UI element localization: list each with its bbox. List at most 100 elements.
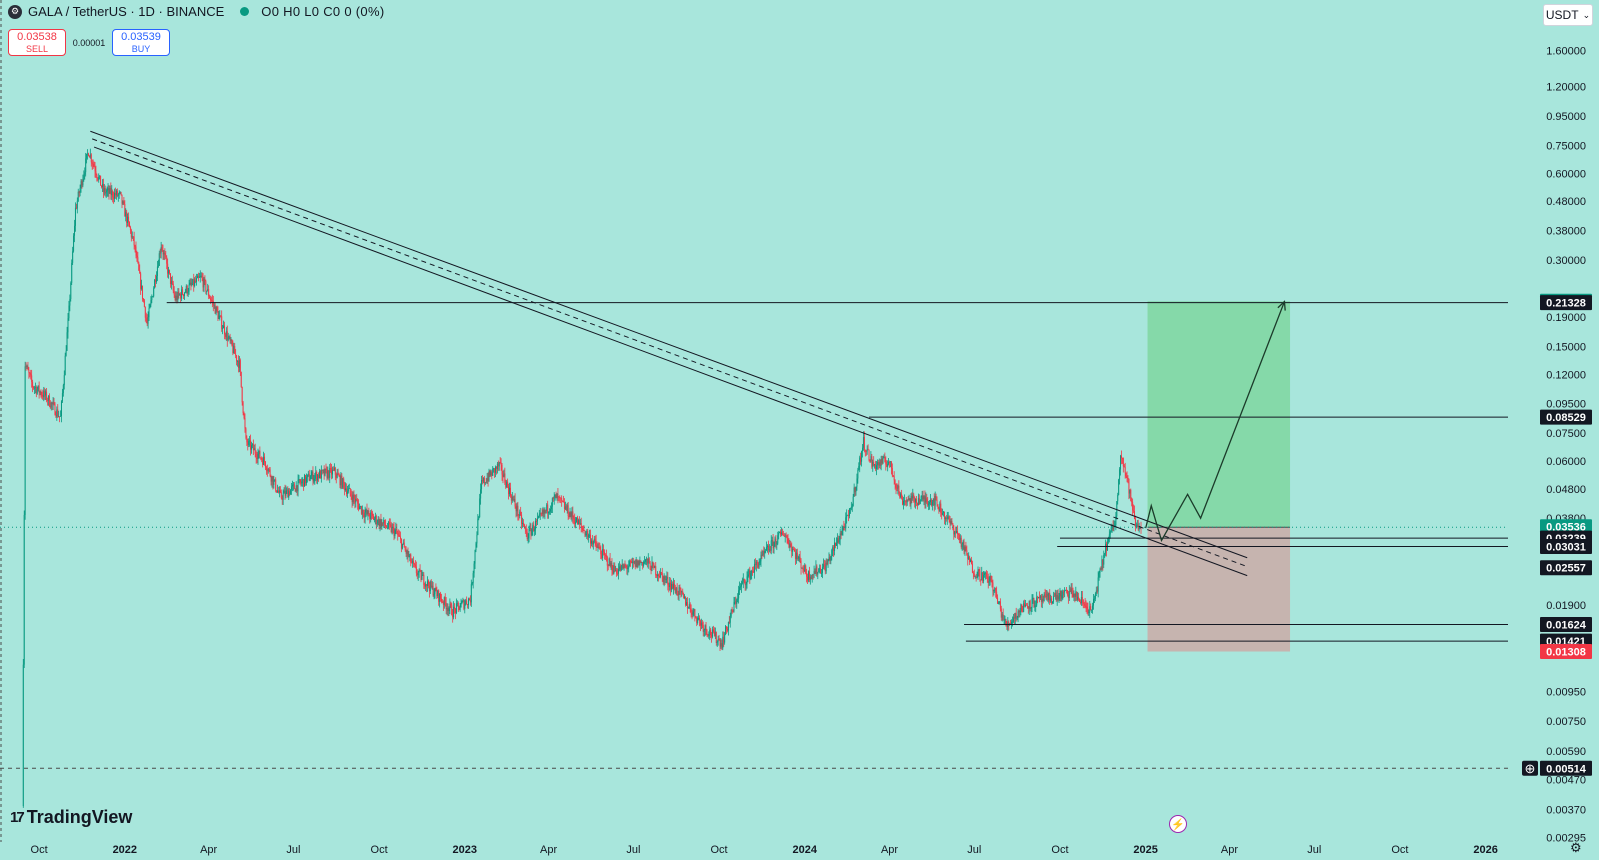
- candle-body: [678, 587, 680, 596]
- plus-icon-bg[interactable]: [1522, 760, 1538, 776]
- candle-body: [217, 310, 219, 320]
- candle-body: [769, 549, 771, 551]
- candle-body: [892, 475, 894, 477]
- candle-body: [443, 597, 445, 605]
- candle-body: [328, 470, 330, 478]
- candle-body: [543, 510, 545, 514]
- candle-body: [780, 531, 782, 535]
- candle-body: [1040, 595, 1042, 602]
- candle-body: [68, 305, 70, 319]
- buy-button[interactable]: 0.03539 BUY: [112, 29, 170, 56]
- symbol-header[interactable]: ⚙ GALA / TetherUS · 1D · BINANCE O0 H0 L…: [8, 4, 384, 19]
- candle-body: [576, 517, 578, 525]
- projection-path[interactable]: [1145, 301, 1286, 543]
- candle-body: [340, 475, 342, 486]
- price-tick-label: 0.07500: [1546, 428, 1586, 440]
- candle-body: [60, 401, 62, 417]
- time-tick-label: Apr: [1221, 844, 1238, 856]
- candle-body: [874, 464, 876, 466]
- candle-body: [585, 533, 587, 536]
- candle-body: [476, 534, 478, 544]
- symbol-title[interactable]: GALA / TetherUS · 1D · BINANCE: [28, 4, 225, 19]
- candle-body: [358, 503, 360, 510]
- channel-lower-line[interactable]: [93, 146, 1248, 577]
- candle-body: [927, 501, 929, 506]
- sell-button[interactable]: 0.03538 SELL: [8, 29, 66, 56]
- candle-body: [218, 315, 220, 320]
- currency-select[interactable]: USDT ⌄: [1543, 4, 1593, 26]
- candle-body: [105, 192, 107, 194]
- candle-body: [168, 269, 170, 274]
- candle-body: [628, 566, 630, 568]
- candle-body: [381, 522, 383, 527]
- gear-icon[interactable]: ⚙: [1570, 840, 1582, 855]
- candle-body: [904, 500, 906, 502]
- channel-upper-line[interactable]: [90, 130, 1248, 559]
- candle-body: [921, 495, 923, 497]
- candle-body: [76, 200, 78, 209]
- price-badge: [1540, 616, 1592, 632]
- price-tick-label: 0.30000: [1546, 255, 1586, 267]
- channel-middle-line[interactable]: [92, 138, 1248, 568]
- candle-body: [1101, 559, 1103, 570]
- candle-body: [663, 576, 665, 583]
- candle-body: [1048, 593, 1050, 600]
- candle-body: [614, 565, 616, 572]
- candle-body: [468, 598, 470, 605]
- candle-body: [146, 318, 148, 324]
- candle-body: [233, 346, 235, 353]
- candle-body: [430, 581, 432, 588]
- candle-body: [851, 506, 853, 508]
- candle-body: [24, 366, 26, 515]
- candle-body: [314, 475, 316, 479]
- candle-body: [562, 500, 564, 502]
- candle-body: [701, 622, 703, 626]
- candle-body: [442, 602, 444, 605]
- candle-body: [499, 462, 501, 464]
- candle-body: [623, 565, 625, 569]
- profit-zone[interactable]: [1147, 301, 1291, 528]
- candle-body: [890, 461, 892, 469]
- candle-body: [216, 306, 218, 311]
- candle-body: [196, 278, 198, 282]
- candle-body: [228, 336, 230, 338]
- candle-body: [778, 533, 780, 536]
- candle-body: [603, 549, 605, 553]
- price-tick-label: 0.15000: [1546, 342, 1586, 354]
- market-status-icon[interactable]: [240, 7, 250, 16]
- tradingview-logo[interactable]: 17 TradingView: [10, 807, 132, 828]
- candle-body: [994, 587, 996, 590]
- price-axis: 2.100001.600001.200000.950000.750000.600…: [1522, 12, 1592, 845]
- candle-body: [456, 603, 458, 604]
- candle-body: [793, 549, 795, 550]
- candle-body: [1110, 527, 1112, 532]
- candle-body: [163, 253, 165, 255]
- candle-body: [987, 577, 989, 583]
- candle-body: [378, 519, 380, 526]
- candle-body: [367, 510, 369, 514]
- candle-body: [1003, 619, 1005, 621]
- candle-body: [350, 493, 352, 497]
- plus-icon[interactable]: ⊕: [1525, 761, 1536, 776]
- candle-body: [269, 469, 271, 476]
- candle-body: [56, 409, 58, 417]
- stop-zone[interactable]: [1147, 527, 1291, 652]
- candle-body: [281, 497, 283, 500]
- candle-body: [1079, 601, 1081, 604]
- candle-body: [842, 526, 844, 531]
- candle-body: [365, 509, 367, 513]
- lightning-icon[interactable]: ⚡: [1169, 815, 1187, 833]
- candle-body: [469, 599, 471, 603]
- candle-body: [897, 485, 899, 489]
- candle-body: [110, 187, 112, 196]
- candle-body: [257, 453, 259, 460]
- price-tick-label: 0.75000: [1546, 140, 1586, 152]
- candle-body: [414, 564, 416, 567]
- candle-body: [676, 587, 678, 594]
- candle-body: [224, 334, 226, 337]
- candle-body: [848, 514, 850, 517]
- candle-body: [408, 556, 410, 557]
- candle-body: [51, 402, 53, 405]
- candle-body: [301, 481, 303, 484]
